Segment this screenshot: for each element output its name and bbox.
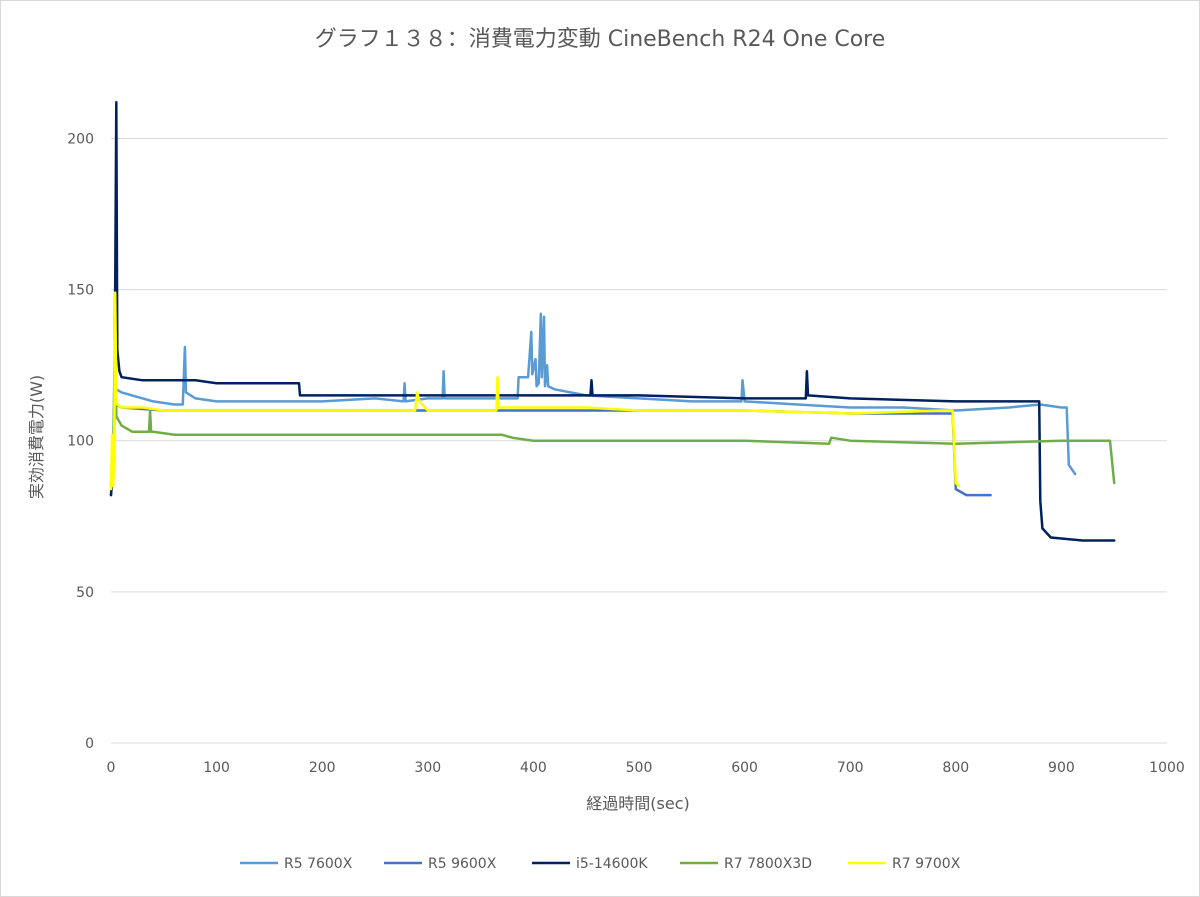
x-tick-label-1: 100: [203, 760, 230, 776]
y-tick-label-0: 0: [85, 736, 94, 752]
legend-label-2: i5-14600K: [576, 856, 648, 872]
chart-title: グラフ１３８：消費電力変動 CineBench R24 One Core: [315, 27, 886, 52]
series-line-2: [109, 100, 1116, 542]
legend-label-1: R5 9600X: [428, 856, 497, 872]
series-line-1: [109, 363, 992, 497]
x-tick-label-10: 1000: [1149, 760, 1185, 776]
y-axis-label: 実効消費電力(W): [27, 375, 46, 499]
legend-label-4: R7 9700X: [892, 856, 961, 872]
y-tick-label-3: 150: [67, 283, 94, 299]
series-line-3: [109, 318, 1116, 485]
x-tick-label-9: 900: [1048, 760, 1075, 776]
x-tick-label-0: 0: [107, 760, 116, 776]
x-tick-label-2: 200: [309, 760, 336, 776]
series-line-0: [109, 312, 1077, 488]
legend-label-0: R5 7600X: [284, 856, 353, 872]
x-tick-label-6: 600: [731, 760, 758, 776]
x-tick-label-5: 500: [626, 760, 653, 776]
x-tick-label-8: 800: [942, 760, 969, 776]
series-layer: [109, 100, 1116, 542]
x-axis-label: 経過時間(sec): [586, 794, 689, 813]
x-tick-label-3: 300: [414, 760, 441, 776]
legend-label-3: R7 7800X3D: [724, 856, 812, 872]
series-line-4: [109, 291, 961, 491]
ticks: 0 50 100 150 200 0 100 200 300 400 500 600 700 800 900…: [67, 131, 1185, 776]
y-tick-label-4: 200: [67, 131, 94, 147]
y-tick-label-2: 100: [67, 434, 94, 450]
x-tick-label-4: 400: [520, 760, 547, 776]
legend: R5 7600X R5 9600X i5-14600K R7 7800X3D R7 97…: [240, 856, 961, 872]
y-tick-label-1: 50: [76, 585, 94, 601]
x-tick-label-7: 700: [837, 760, 864, 776]
